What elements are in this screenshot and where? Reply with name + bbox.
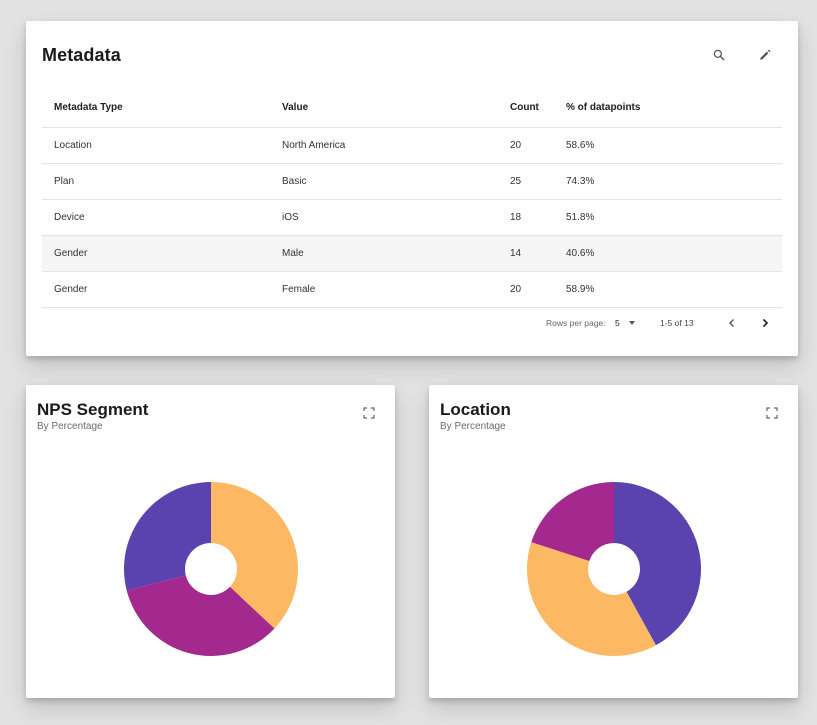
column-header[interactable]: Value: [270, 89, 498, 128]
chevron-left-icon: [729, 319, 734, 327]
cell-percent: 58.6%: [554, 127, 782, 164]
chart-title: Location: [440, 400, 511, 419]
table-row[interactable]: Location North America 20 58.6%: [42, 127, 782, 164]
cell-type: Gender: [42, 235, 270, 272]
next-page-button[interactable]: [758, 316, 772, 330]
table-row[interactable]: Device iOS 18 51.8%: [42, 199, 782, 236]
search-button[interactable]: [709, 45, 729, 65]
metadata-card: Metadata Metadata Type Value Count % of …: [26, 21, 798, 356]
pie-slice-2[interactable]: [124, 482, 211, 591]
cell-percent: 74.3%: [554, 163, 782, 200]
page-range-label: 1-5 of 13: [660, 318, 694, 328]
nps-segment-card: NPS Segment By Percentage: [26, 385, 395, 698]
cell-percent: 51.8%: [554, 199, 782, 236]
pie-slice-2[interactable]: [531, 482, 614, 561]
cell-value: North America: [270, 127, 498, 164]
table-row[interactable]: Gender Female 20 58.9%: [42, 271, 782, 308]
cell-percent: 40.6%: [554, 235, 782, 272]
pie-slice-0[interactable]: [211, 482, 298, 629]
chart-subtitle: By Percentage: [440, 421, 506, 432]
previous-page-button[interactable]: [725, 316, 739, 330]
column-header[interactable]: % of datapoints: [554, 89, 782, 128]
cell-value: Female: [270, 271, 498, 308]
metadata-table: Metadata Type Value Count % of datapoint…: [42, 89, 782, 308]
rows-per-page-select[interactable]: 5: [615, 318, 620, 328]
table-header-row: Metadata Type Value Count % of datapoint…: [42, 89, 782, 128]
chart-subtitle: By Percentage: [37, 421, 103, 432]
cell-value: Male: [270, 235, 498, 272]
fullscreen-icon[interactable]: [363, 407, 375, 419]
location-donut-chart: [527, 482, 701, 656]
pencil-icon: [760, 49, 771, 60]
pie-slice-1[interactable]: [527, 542, 656, 656]
search-icon: [713, 49, 725, 61]
cell-value: Basic: [270, 163, 498, 200]
fullscreen-icon[interactable]: [766, 407, 778, 419]
metadata-title: Metadata: [42, 45, 121, 65]
nps-donut-chart: [124, 482, 298, 656]
column-header[interactable]: Metadata Type: [42, 89, 270, 128]
cell-type: Device: [42, 199, 270, 236]
pie-slice-1[interactable]: [126, 575, 275, 656]
chevron-right-icon: [762, 318, 769, 328]
cell-percent: 58.9%: [554, 271, 782, 308]
table-pagination: Rows per page: 5 1-5 of 13: [26, 315, 798, 333]
cell-count: 20: [498, 271, 554, 308]
cell-value: iOS: [270, 199, 498, 236]
column-header[interactable]: Count: [498, 89, 554, 128]
location-card: Location By Percentage: [429, 385, 798, 698]
cell-count: 18: [498, 199, 554, 236]
table-row[interactable]: Plan Basic 25 74.3%: [42, 163, 782, 200]
edit-button[interactable]: [755, 45, 775, 65]
cell-type: Gender: [42, 271, 270, 308]
cell-type: Plan: [42, 163, 270, 200]
caret-down-icon[interactable]: [629, 321, 635, 325]
pie-slice-0[interactable]: [614, 482, 701, 646]
cell-count: 20: [498, 127, 554, 164]
cell-count: 14: [498, 235, 554, 272]
table-row[interactable]: Gender Male 14 40.6%: [42, 235, 782, 272]
chart-title: NPS Segment: [37, 400, 149, 419]
cell-type: Location: [42, 127, 270, 164]
rows-per-page-label: Rows per page:: [546, 318, 606, 328]
cell-count: 25: [498, 163, 554, 200]
